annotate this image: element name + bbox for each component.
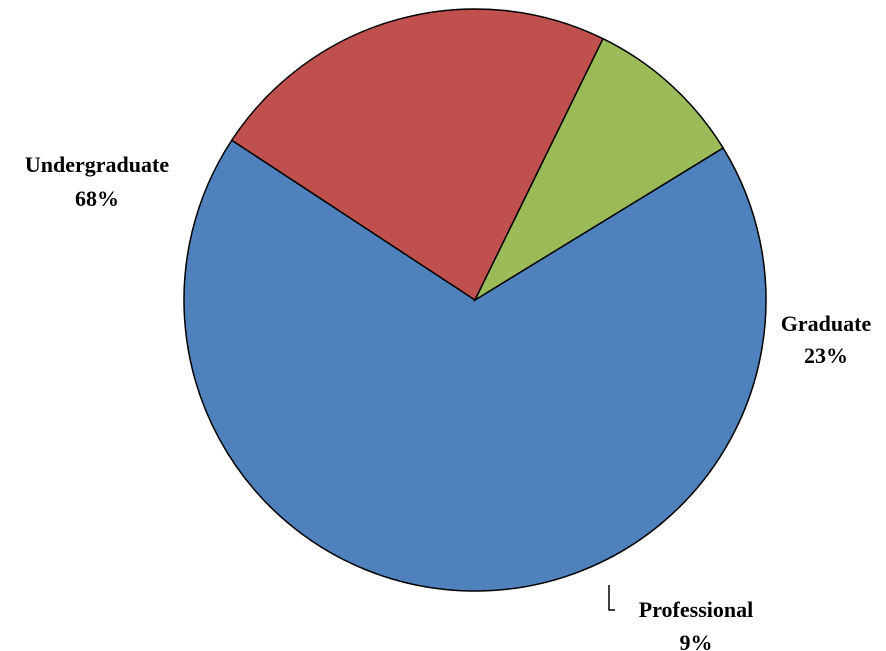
data-label-graduate-percent: 23%: [804, 343, 848, 368]
pie-slices: [183, 8, 767, 592]
data-label-professional-percent: 9%: [680, 630, 713, 651]
data-label-undergraduate-percent: 68%: [75, 186, 119, 211]
pie-slice-professional: [473, 37, 725, 302]
leader-line-professional: [608, 585, 615, 611]
pie-slice-undergraduate: [183, 139, 767, 592]
data-label-graduate-category: Graduate: [781, 311, 872, 336]
data-label-undergraduate-category: Undergraduate: [25, 152, 169, 177]
pie-labels: Undergraduate 68% Graduate 23% Professional 9…: [25, 152, 872, 651]
data-label-professional-category: Professional: [639, 597, 753, 622]
